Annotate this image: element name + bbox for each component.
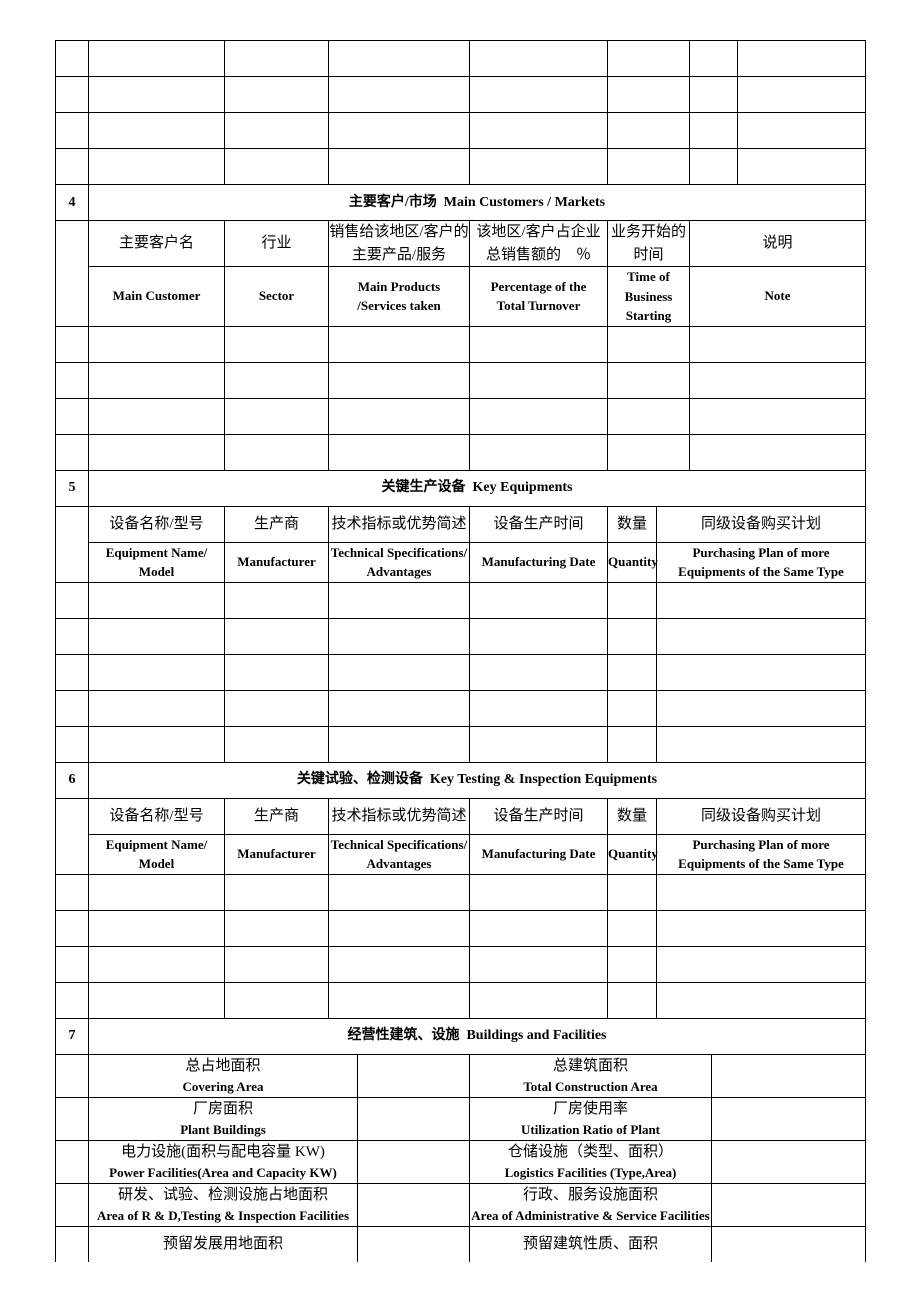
facility-value [358,1097,470,1140]
col-header-en: Main Customer [113,288,201,303]
col-header: 设备生产时间 [493,516,583,532]
facility-value [712,1054,866,1097]
facility-label: 厂房使用率Utilization Ratio of Plant [470,1097,712,1140]
facility-label: 电力设施(面积与配电容量 KW)Power Facilities(Area an… [89,1140,358,1183]
section-title: 关键生产设备 Key Equipments [89,470,866,506]
col-header: 数量 [617,516,647,532]
section-7-header: 7 经营性建筑、设施 Buildings and Facilities [56,1018,866,1054]
table-row [56,582,866,618]
table-row [56,398,866,434]
section-5-subheader-cn: 设备名称/型号 生产商 技术指标或优势简述 设备生产时间 数量 同级设备购买计划 [56,506,866,542]
facility-label: 行政、服务设施面积Area of Administrative & Servic… [470,1183,712,1226]
col-header: 业务开始的时间 [611,224,686,263]
facility-value [358,1054,470,1097]
col-header-en: Quantity [608,846,658,861]
col-header-en: Equipment Name/Model [89,835,224,874]
col-header: 设备生产时间 [493,808,583,824]
col-header-en: Time of BusinessStarting [608,267,689,326]
col-header-en: Main Products/Services taken [329,277,469,316]
table-row [56,618,866,654]
table-row [56,362,866,398]
table-row [56,434,866,470]
col-header-en: Equipment Name/Model [89,543,224,582]
supplier-form-table: 4 主要客户/市场 Main Customers / Markets 主要客户名… [55,40,866,1262]
table-row [56,910,866,946]
col-header-en: Manufacturer [237,846,315,861]
section-title: 主要客户/市场 Main Customers / Markets [89,185,866,221]
section-5-subheader-en: Equipment Name/Model Manufacturer Techni… [56,542,866,582]
section-6-subheader-en: Equipment Name/Model Manufacturer Techni… [56,834,866,874]
facility-value [712,1140,866,1183]
section-4-header: 4 主要客户/市场 Main Customers / Markets [56,185,866,221]
facility-label: 研发、试验、检测设施占地面积Area of R & D,Testing & In… [89,1183,358,1226]
section-6-subheader-cn: 设备名称/型号 生产商 技术指标或优势简述 设备生产时间 数量 同级设备购买计划 [56,798,866,834]
facility-label: 总占地面积Covering Area [89,1054,358,1097]
col-header-en: Manufacturing Date [482,846,596,861]
table-row [56,113,866,149]
col-header-en: Purchasing Plan of moreEquipments of the… [657,835,865,874]
col-header: 生产商 [254,808,299,824]
col-header-en: Manufacturer [237,554,315,569]
facility-value [712,1226,866,1262]
facility-value [712,1183,866,1226]
facility-label: 厂房面积Plant Buildings [89,1097,358,1140]
col-header-en: Sector [259,288,294,303]
col-header: 主要客户名 [119,235,194,251]
section-title: 关键试验、检测设备 Key Testing & Inspection Equip… [89,762,866,798]
table-row [56,654,866,690]
col-header: 设备名称/型号 [109,808,203,824]
col-header: 技术指标或优势简述 [331,808,466,824]
section-title: 经营性建筑、设施 Buildings and Facilities [89,1018,866,1054]
col-header-en: Manufacturing Date [482,554,596,569]
col-header: 生产商 [254,516,299,532]
col-header-en: Technical Specifications/Advantages [329,543,469,582]
col-header-en: Note [765,288,791,303]
col-header-en: Quantity [608,554,658,569]
col-header: 设备名称/型号 [109,516,203,532]
col-header-en: Technical Specifications/Advantages [329,835,469,874]
col-header: 说明 [762,235,792,251]
col-header-en: Purchasing Plan of moreEquipments of the… [657,543,865,582]
table-row [56,149,866,185]
col-header: 销售给该地区/客户的主要产品/服务 [329,224,468,263]
table-row [56,982,866,1018]
facility-value [358,1226,470,1262]
section-6-header: 6 关键试验、检测设备 Key Testing & Inspection Equ… [56,762,866,798]
col-header: 行业 [261,235,291,251]
section-7-row: 研发、试验、检测设施占地面积Area of R & D,Testing & In… [56,1183,866,1226]
section-7-row: 厂房面积Plant Buildings 厂房使用率Utilization Rat… [56,1097,866,1140]
table-row [56,690,866,726]
table-row [56,874,866,910]
table-row [56,726,866,762]
facility-label: 总建筑面积Total Construction Area [470,1054,712,1097]
section-5-header: 5 关键生产设备 Key Equipments [56,470,866,506]
table-row [56,41,866,77]
section-7-row: 总占地面积Covering Area 总建筑面积Total Constructi… [56,1054,866,1097]
facility-value [712,1097,866,1140]
facility-label: 仓储设施（类型、面积）Logistics Facilities (Type,Ar… [470,1140,712,1183]
facility-label: 预留发展用地面积 [89,1226,358,1262]
col-header: 该地区/客户占企业总销售额的 ％ [470,221,607,266]
col-header: 同级设备购买计划 [701,808,821,824]
col-header-en: Percentage of theTotal Turnover [470,277,607,316]
table-row [56,946,866,982]
col-header: 技术指标或优势简述 [331,516,466,532]
table-row [56,326,866,362]
col-header: 数量 [617,808,647,824]
section-4-subheader-cn: 主要客户名 行业 销售给该地区/客户的主要产品/服务 该地区/客户占企业总销售额… [56,221,866,267]
section-number: 7 [56,1018,89,1054]
section-number: 6 [56,762,89,798]
section-number: 4 [56,185,89,221]
section-7-row: 电力设施(面积与配电容量 KW)Power Facilities(Area an… [56,1140,866,1183]
section-7-row: 预留发展用地面积 预留建筑性质、面积 [56,1226,866,1262]
facility-value [358,1183,470,1226]
section-number: 5 [56,470,89,506]
col-header: 同级设备购买计划 [701,516,821,532]
table-row [56,77,866,113]
section-4-subheader-en: Main Customer Sector Main Products/Servi… [56,267,866,327]
facility-value [358,1140,470,1183]
facility-label: 预留建筑性质、面积 [470,1226,712,1262]
